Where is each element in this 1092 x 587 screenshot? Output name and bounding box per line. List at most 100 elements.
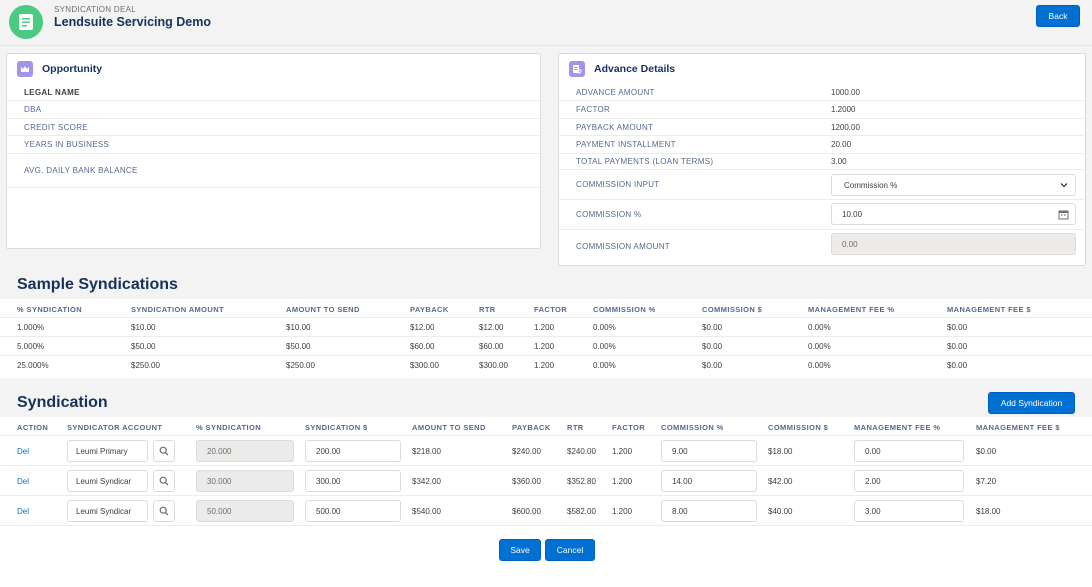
commission-amount-input: 0.00 xyxy=(831,233,1076,255)
payback-amount-label: PAYBACK AMOUNT xyxy=(576,122,654,132)
cell-factor: 1.200 xyxy=(612,507,633,516)
factor-label: FACTOR xyxy=(576,105,611,114)
field-row-avg-daily-bank-balance: AVG. DAILY BANK BALANCE xyxy=(7,154,540,188)
opportunity-title: Opportunity xyxy=(42,63,103,75)
synd-col-comm-pct: COMMISSION % xyxy=(661,423,724,432)
total-payments-label: TOTAL PAYMENTS (LOAN TERMS) xyxy=(576,157,714,166)
legal-name-label: LEGAL NAME xyxy=(24,87,80,97)
payback-amount-value: 1200.00 xyxy=(831,122,860,132)
cell-factor: 1.200 xyxy=(534,323,555,332)
cell-pct: 1.000% xyxy=(17,323,45,332)
cell-mgmt-pct: 0.00% xyxy=(808,323,831,332)
opportunity-card-header: Opportunity xyxy=(7,54,540,84)
management-fee-pct-input[interactable]: 0.00 xyxy=(854,440,964,462)
pct-syndication-input: 30.000 xyxy=(196,470,294,492)
sample-col-send: AMOUNT TO SEND xyxy=(286,305,360,314)
cell-factor: 1.200 xyxy=(534,342,555,351)
cancel-button[interactable]: Cancel xyxy=(545,539,595,561)
commission-pct-input[interactable]: 10.00 xyxy=(831,203,1076,225)
advance-row: TOTAL PAYMENTS (LOAN TERMS) 3.00 xyxy=(559,154,1085,170)
syndicator-account-input[interactable]: Leumi Syndicar xyxy=(67,470,148,492)
sample-col-comm-amt: COMMISSION $ xyxy=(702,305,763,314)
credit-score-label: CREDIT SCORE xyxy=(24,122,88,132)
syndication-amount-input[interactable]: 200.00 xyxy=(305,440,401,462)
lookup-button[interactable] xyxy=(153,440,175,462)
delete-link[interactable]: Del xyxy=(17,447,30,456)
pct-syndication-value: 50.000 xyxy=(207,506,232,516)
cell-send: $250.00 xyxy=(286,361,315,370)
synd-col-mgmt-pct: MANAGEMENT FEE % xyxy=(854,423,941,432)
cell-payback: $600.00 xyxy=(512,507,541,516)
report-icon xyxy=(569,61,585,77)
delete-link[interactable]: Del xyxy=(17,477,30,486)
commission-pct-row-input[interactable]: 9.00 xyxy=(661,440,757,462)
syndicator-account-input[interactable]: Leumi Syndicar xyxy=(67,500,148,522)
field-row-legal-name: LEGAL NAME xyxy=(7,84,540,101)
cell-mgmt-amt: $0.00 xyxy=(947,361,968,370)
management-fee-pct-input[interactable]: 2.00 xyxy=(854,470,964,492)
lookup-button[interactable] xyxy=(153,500,175,522)
sample-col-mgmt-amt: MANAGEMENT FEE $ xyxy=(947,305,1031,314)
syndicator-account-input[interactable]: Leumi Primary xyxy=(67,440,148,462)
synd-col-send: AMOUNT TO SEND xyxy=(412,423,486,432)
commission-pct-row-input[interactable]: 8.00 xyxy=(661,500,757,522)
page-subtitle: SYNDICATION DEAL xyxy=(54,5,136,14)
syndication-title: Syndication xyxy=(17,394,108,411)
syndication-amount-input[interactable]: 300.00 xyxy=(305,470,401,492)
synd-col-account: SYNDICATOR ACCOUNT xyxy=(67,423,163,432)
advance-amount-label: ADVANCE AMOUNT xyxy=(576,87,655,97)
cell-rtr: $60.00 xyxy=(479,342,504,351)
cell-mgmt-amt: $18.00 xyxy=(976,507,1001,516)
field-row-dba: DBA xyxy=(7,101,540,119)
syndication-amount-value: 300.00 xyxy=(316,476,341,486)
divider xyxy=(0,465,1092,466)
commission-amount-label: COMMISSION AMOUNT xyxy=(576,241,670,251)
cell-factor: 1.200 xyxy=(534,361,555,370)
advance-amount-value: 1000.00 xyxy=(831,87,860,97)
field-row-years-in-business: YEARS IN BUSINESS xyxy=(7,136,540,154)
search-icon xyxy=(159,446,169,456)
back-button[interactable]: Back xyxy=(1036,5,1080,27)
cell-send: $540.00 xyxy=(412,507,441,516)
pct-syndication-input: 50.000 xyxy=(196,500,294,522)
syndication-amount-input[interactable]: 500.00 xyxy=(305,500,401,522)
cell-comm-amt: $0.00 xyxy=(702,323,723,332)
cell-pct: 5.000% xyxy=(17,342,45,351)
commission-input-select[interactable]: Commission % xyxy=(831,174,1076,196)
cell-payback: $12.00 xyxy=(410,323,435,332)
delete-link[interactable]: Del xyxy=(17,507,30,516)
advance-card-header: Advance Details xyxy=(559,54,1085,84)
synd-col-pct: % SYNDICATION xyxy=(196,423,262,432)
commission-input-selected: Commission % xyxy=(844,180,898,190)
years-in-business-label: YEARS IN BUSINESS xyxy=(24,140,110,149)
management-fee-pct-value: 0.00 xyxy=(865,446,881,456)
cell-comm-amt: $0.00 xyxy=(702,361,723,370)
synd-col-rtr: RTR xyxy=(567,423,584,432)
management-fee-pct-input[interactable]: 3.00 xyxy=(854,500,964,522)
divider xyxy=(0,495,1092,496)
pct-syndication-value: 20.000 xyxy=(207,446,232,456)
cell-pct: 25.000% xyxy=(17,361,49,370)
commission-pct-label: COMMISSION % xyxy=(576,210,642,219)
factor-value: 1.2000 xyxy=(831,105,856,114)
commission-input-row: COMMISSION INPUT Commission % xyxy=(559,170,1085,200)
commission-pct-row-value: 8.00 xyxy=(672,506,688,516)
cell-mgmt-amt: $7.20 xyxy=(976,477,997,486)
save-button[interactable]: Save xyxy=(499,539,541,561)
lookup-button[interactable] xyxy=(153,470,175,492)
cell-comm-amt: $0.00 xyxy=(702,342,723,351)
cell-send: $218.00 xyxy=(412,447,441,456)
advance-row: FACTOR 1.2000 xyxy=(559,101,1085,119)
syndicator-account-value: Leumi Primary xyxy=(76,446,128,456)
cell-rtr: $12.00 xyxy=(479,323,504,332)
pct-syndication-value: 30.000 xyxy=(207,476,232,486)
syndicator-account-value: Leumi Syndicar xyxy=(76,476,132,486)
pct-syndication-input: 20.000 xyxy=(196,440,294,462)
cell-comm-amt: $40.00 xyxy=(768,507,793,516)
cell-factor: 1.200 xyxy=(612,447,633,456)
commission-input-label: COMMISSION INPUT xyxy=(576,180,660,189)
page-header: SYNDICATION DEAL Lendsuite Servicing Dem… xyxy=(0,0,1092,46)
add-syndication-button[interactable]: Add Syndication xyxy=(988,392,1075,414)
commission-pct-row-input[interactable]: 14.00 xyxy=(661,470,757,492)
cell-mgmt-pct: 0.00% xyxy=(808,342,831,351)
